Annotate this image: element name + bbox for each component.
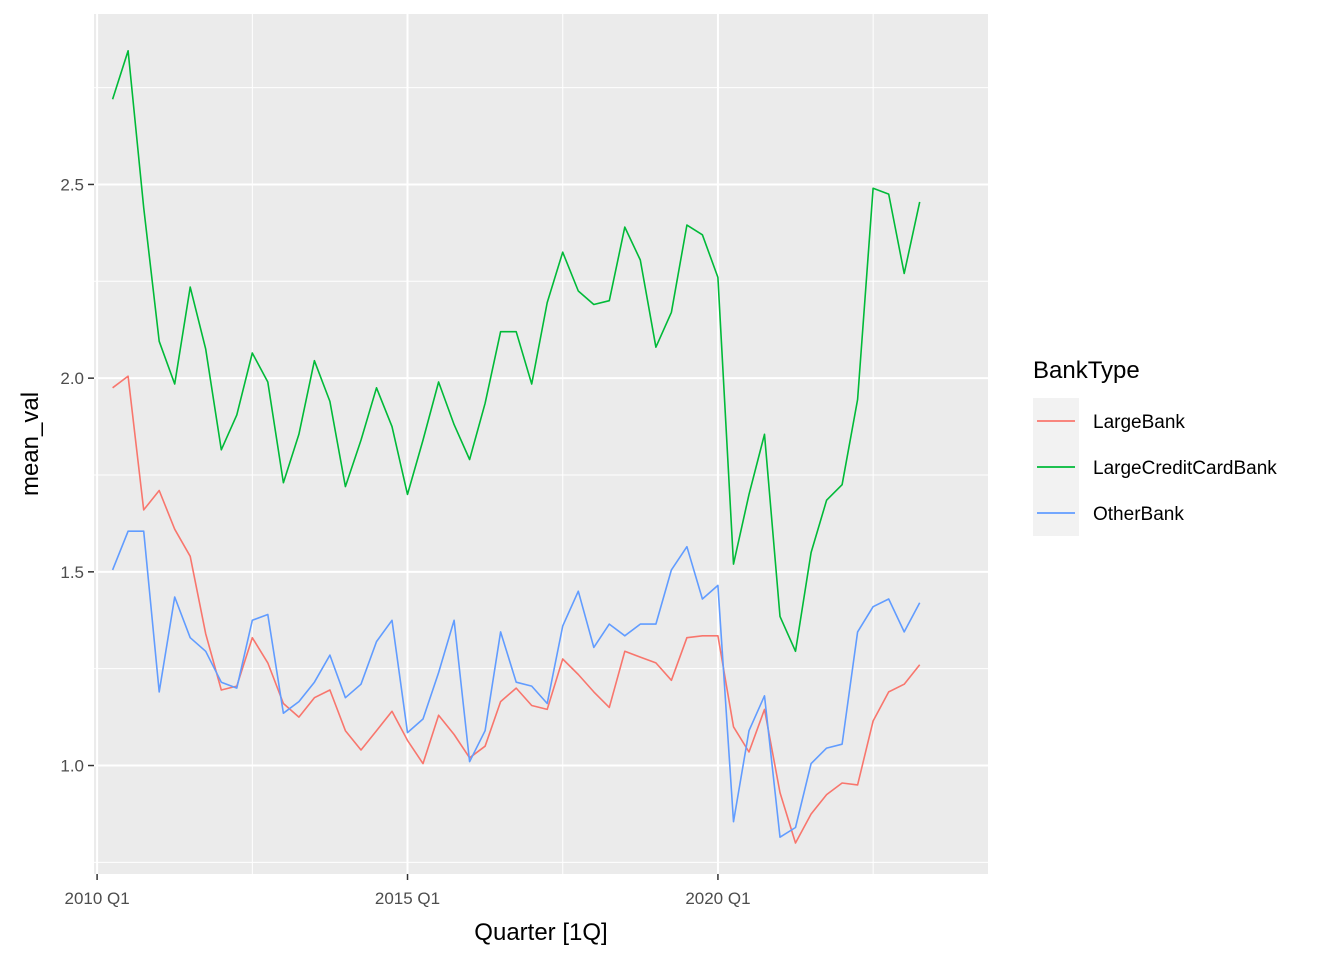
legend-title: BankType bbox=[1033, 357, 1140, 384]
y-tick-label: 2.0 bbox=[60, 369, 84, 388]
y-tick-label: 1.5 bbox=[60, 563, 84, 582]
legend-label-large-credit-card-bank: LargeCreditCardBank bbox=[1093, 458, 1277, 479]
legend-label-large-bank: LargeBank bbox=[1093, 412, 1185, 433]
plot-panel bbox=[94, 14, 988, 874]
y-tick-label: 1.0 bbox=[60, 757, 84, 776]
y-tick-label: 2.5 bbox=[60, 175, 84, 194]
legend-items: LargeBank LargeCreditCardBank OtherBank bbox=[1033, 398, 1277, 536]
y-axis: 1.0 1.5 2.0 2.5 bbox=[60, 175, 94, 776]
series-line-large-credit-card-bank bbox=[111, 49, 921, 653]
x-tick-label: 2020 Q1 bbox=[685, 889, 750, 908]
series-layer bbox=[111, 49, 921, 844]
x-tick-label: 2010 Q1 bbox=[64, 889, 129, 908]
series-line-other-bank bbox=[111, 530, 921, 839]
x-axis: 2010 Q1 2015 Q1 2020 Q1 bbox=[64, 874, 751, 908]
x-tick-label: 2015 Q1 bbox=[375, 889, 440, 908]
legend: BankType LargeBank LargeCreditCardBank Oth… bbox=[1033, 357, 1277, 536]
legend-label-other-bank: OtherBank bbox=[1093, 504, 1184, 525]
y-axis-title: mean_val bbox=[17, 392, 44, 496]
series-line-large-bank bbox=[112, 375, 921, 844]
x-axis-title: Quarter [1Q] bbox=[474, 919, 607, 946]
